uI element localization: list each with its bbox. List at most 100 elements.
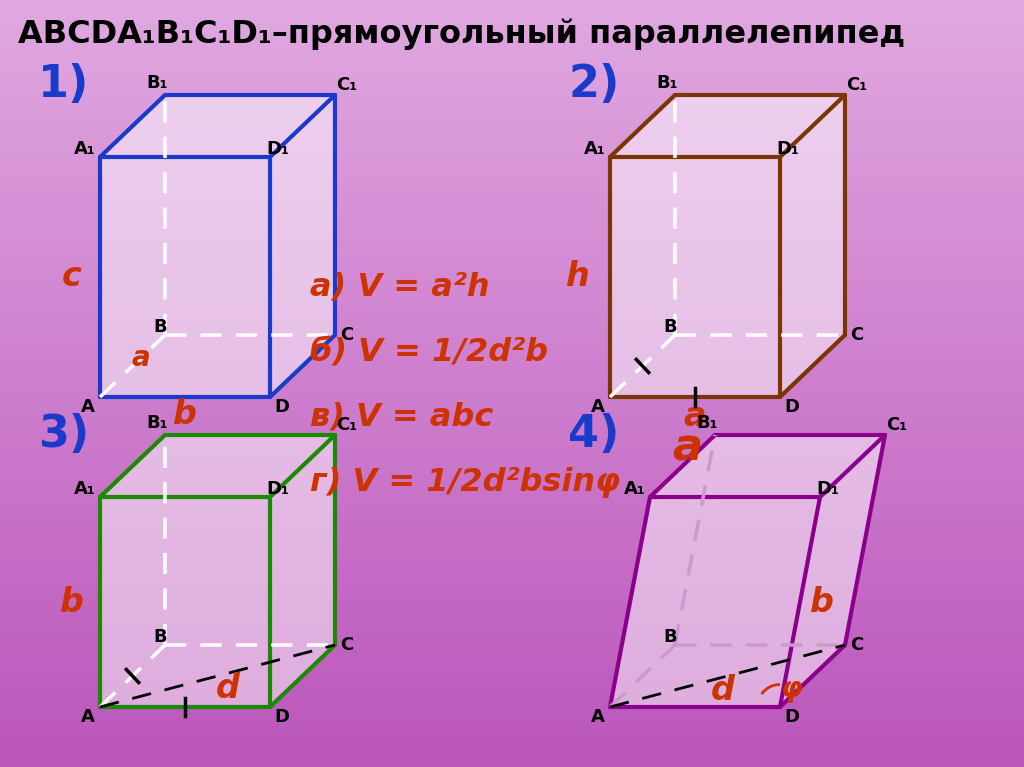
Bar: [0, 752, 1024, 753]
Bar: [0, 722, 1024, 723]
Bar: [0, 599, 1024, 600]
Bar: [0, 745, 1024, 746]
Bar: [0, 646, 1024, 647]
Text: D: D: [274, 398, 290, 416]
Bar: [0, 622, 1024, 623]
Bar: [0, 68, 1024, 69]
Bar: [0, 481, 1024, 482]
Bar: [0, 638, 1024, 639]
Bar: [0, 590, 1024, 591]
Bar: [0, 572, 1024, 573]
Bar: [0, 50, 1024, 51]
Bar: [0, 386, 1024, 387]
Bar: [0, 247, 1024, 248]
Bar: [0, 209, 1024, 210]
Bar: [0, 179, 1024, 180]
Bar: [0, 635, 1024, 636]
Bar: [0, 383, 1024, 384]
Bar: [0, 187, 1024, 188]
Bar: [0, 452, 1024, 453]
Bar: [0, 621, 1024, 622]
Bar: [0, 420, 1024, 421]
Bar: [0, 715, 1024, 716]
Bar: [0, 573, 1024, 574]
Text: a: a: [673, 426, 702, 469]
Bar: [0, 320, 1024, 321]
Bar: [0, 238, 1024, 239]
Bar: [0, 613, 1024, 614]
Text: B: B: [664, 628, 677, 646]
Bar: [0, 217, 1024, 218]
Bar: [0, 656, 1024, 657]
Bar: [0, 558, 1024, 559]
Bar: [0, 309, 1024, 310]
Bar: [0, 559, 1024, 560]
Text: B₁: B₁: [696, 414, 718, 432]
Bar: [0, 77, 1024, 78]
Bar: [0, 102, 1024, 103]
Bar: [0, 307, 1024, 308]
Bar: [0, 63, 1024, 64]
Bar: [0, 0, 1024, 1]
Bar: [0, 16, 1024, 17]
Bar: [0, 684, 1024, 685]
Bar: [0, 97, 1024, 98]
Bar: [0, 501, 1024, 502]
Bar: [0, 603, 1024, 604]
Bar: [0, 290, 1024, 291]
Bar: [0, 244, 1024, 245]
Bar: [0, 456, 1024, 457]
Bar: [0, 414, 1024, 415]
Bar: [0, 441, 1024, 442]
Bar: [0, 228, 1024, 229]
Bar: [0, 436, 1024, 437]
Bar: [0, 756, 1024, 757]
Bar: [0, 361, 1024, 362]
Bar: [0, 429, 1024, 430]
Bar: [0, 451, 1024, 452]
Bar: [0, 263, 1024, 264]
Bar: [0, 324, 1024, 325]
Bar: [0, 625, 1024, 626]
Bar: [0, 127, 1024, 128]
Bar: [0, 257, 1024, 258]
Bar: [0, 432, 1024, 433]
Bar: [0, 527, 1024, 528]
Bar: [0, 438, 1024, 439]
Text: C: C: [850, 636, 863, 654]
Bar: [0, 2, 1024, 3]
Text: C: C: [850, 326, 863, 344]
Bar: [0, 54, 1024, 55]
Bar: [0, 391, 1024, 392]
Bar: [0, 180, 1024, 181]
Bar: [0, 723, 1024, 724]
Bar: [0, 704, 1024, 705]
Polygon shape: [100, 497, 270, 707]
Bar: [0, 101, 1024, 102]
Text: D₁: D₁: [266, 480, 290, 498]
Bar: [0, 74, 1024, 75]
Bar: [0, 713, 1024, 714]
Bar: [0, 392, 1024, 393]
Bar: [0, 161, 1024, 162]
Bar: [0, 397, 1024, 398]
Bar: [0, 370, 1024, 371]
Bar: [0, 137, 1024, 138]
Bar: [0, 699, 1024, 700]
Bar: [0, 464, 1024, 465]
Bar: [0, 508, 1024, 509]
Bar: [0, 687, 1024, 688]
Bar: [0, 736, 1024, 737]
Bar: [0, 130, 1024, 131]
Bar: [0, 762, 1024, 763]
Bar: [0, 113, 1024, 114]
Bar: [0, 688, 1024, 689]
Bar: [0, 234, 1024, 235]
Bar: [0, 5, 1024, 6]
Bar: [0, 6, 1024, 7]
Bar: [0, 729, 1024, 730]
Bar: [0, 314, 1024, 315]
Bar: [0, 444, 1024, 445]
Bar: [0, 78, 1024, 79]
Bar: [0, 321, 1024, 322]
